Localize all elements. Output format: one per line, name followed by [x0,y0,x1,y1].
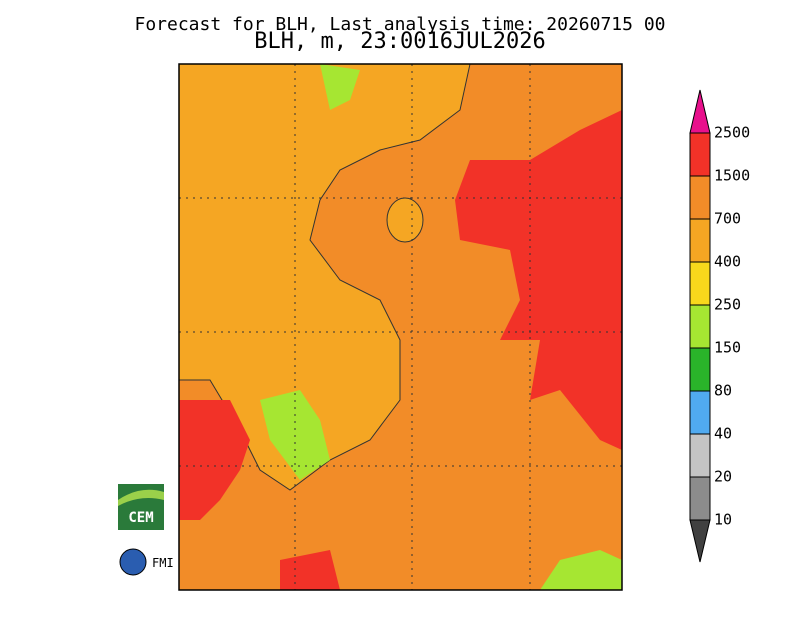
colorbar-label: 40 [714,425,732,443]
colorbar-label: 700 [714,210,741,228]
cem-text: CEM [128,510,153,526]
fmi-text: FMI [152,556,174,570]
colorbar-band [689,304,711,349]
hainan [386,197,424,243]
title: Forecast for BLH, Last analysis time: 20… [134,14,665,35]
colorbar-band [689,433,711,478]
colorbar-label: 250 [714,296,741,314]
colorbar-label: 400 [714,253,741,271]
colorbar-band [689,218,711,263]
colorbar-label: 20 [714,468,732,486]
colorbar-band [689,476,711,521]
colorbar-label: 2500 [714,124,750,142]
colorbar-band [689,261,711,306]
colorbar-band [689,132,711,177]
colorbar-label: 150 [714,339,741,357]
colorbar-top [689,89,711,134]
map-frame [178,63,623,591]
subtitle: BLH, m, 23:0016JUL2026 [254,29,545,54]
high-blh-south [280,550,340,590]
colorbar-band [689,175,711,220]
fmi-logo: FMI [119,548,174,576]
cem-logo: CEM [118,484,164,530]
colorbar-band [689,390,711,435]
map [178,63,623,591]
colorbar-bottom [689,519,711,563]
colorbar-band [689,347,711,392]
high-blh-east [455,64,622,450]
low-blh-north [320,64,360,110]
high-blh-west [179,400,250,520]
low-blh-borneo [540,550,622,590]
colorbar-label: 10 [714,511,732,529]
colorbar: 2500 1500 700 400 250 150 80 40 20 10 [689,89,750,563]
colorbar-label: 80 [714,382,732,400]
colorbar-label: 1500 [714,167,750,185]
